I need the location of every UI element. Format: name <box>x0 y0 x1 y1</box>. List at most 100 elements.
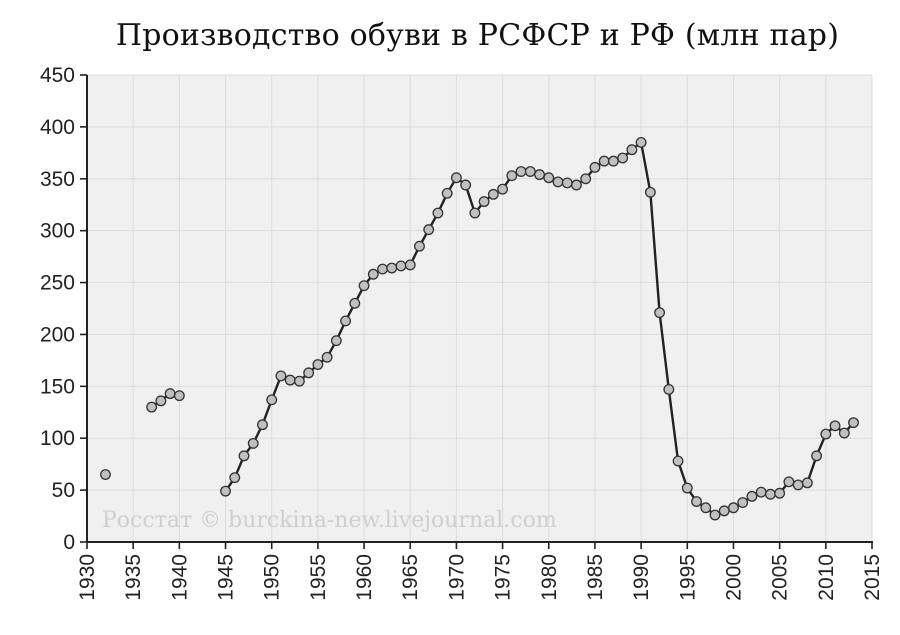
data-point <box>728 502 739 514</box>
data-point <box>561 177 573 189</box>
data-point <box>146 401 158 413</box>
data-point <box>737 497 749 509</box>
data-point <box>441 187 453 199</box>
y-axis-ticks: 0 50 100 150 200 250 300 350 400 450 <box>40 64 87 554</box>
data-point <box>515 166 527 177</box>
data-point <box>801 477 813 489</box>
data-point <box>783 476 795 488</box>
data-point <box>654 307 666 319</box>
data-point <box>598 155 610 167</box>
data-point <box>497 183 509 195</box>
data-point <box>746 490 758 502</box>
data-point <box>358 280 370 292</box>
data-point <box>377 263 388 275</box>
y-tick-label: 350 <box>40 168 75 191</box>
data-point <box>164 388 176 400</box>
chart-title: Производство обуви в РСФСР и РФ (млн пар… <box>115 18 840 53</box>
data-point <box>414 240 425 252</box>
x-tick-label: 1935 <box>122 554 145 601</box>
data-point <box>848 417 859 429</box>
data-point <box>644 186 656 198</box>
data-point <box>229 472 241 484</box>
data-point <box>330 335 342 347</box>
data-point <box>534 169 545 181</box>
data-point <box>284 374 296 386</box>
data-point <box>238 450 250 462</box>
x-tick-label: 1960 <box>353 554 376 601</box>
data-point <box>275 370 287 382</box>
data-point <box>700 502 712 514</box>
x-tick-label: 1970 <box>445 554 468 601</box>
watermark-text: Росстат © burckina-new.livejournal.com <box>102 508 557 533</box>
grid <box>87 74 873 542</box>
y-tick-label: 50 <box>52 479 75 502</box>
axes <box>86 75 873 543</box>
data-point <box>321 351 333 363</box>
data-point <box>266 394 278 406</box>
data-point <box>552 176 564 188</box>
data-point <box>792 479 804 491</box>
x-tick-label: 2010 <box>815 554 838 601</box>
data-point <box>257 419 268 431</box>
data-point <box>450 172 462 184</box>
x-tick-label: 1940 <box>168 554 191 601</box>
data-point <box>718 505 730 517</box>
data-point <box>838 427 850 439</box>
x-tick-label: 1930 <box>76 554 99 601</box>
data-point <box>100 469 111 480</box>
data-point <box>478 196 490 208</box>
data-point <box>220 485 231 497</box>
data-point <box>173 390 185 402</box>
data-point <box>293 375 305 387</box>
x-tick-label: 1945 <box>215 554 238 601</box>
y-tick-label: 400 <box>40 116 75 139</box>
data-point <box>340 315 352 327</box>
x-tick-label: 1995 <box>676 554 699 601</box>
data-point <box>423 224 435 236</box>
data-point <box>681 482 693 494</box>
x-tick-label: 1965 <box>399 554 422 601</box>
data-point <box>829 420 841 432</box>
data-point <box>580 173 592 185</box>
data-point <box>349 297 361 309</box>
data-point <box>543 172 555 184</box>
data-point <box>691 496 702 507</box>
data-point <box>460 179 472 191</box>
y-tick-label: 450 <box>40 64 75 87</box>
data-point <box>755 486 767 498</box>
data-point <box>709 509 721 521</box>
data-point <box>155 395 167 407</box>
x-tick-label: 1980 <box>538 554 561 601</box>
data-point <box>395 260 407 272</box>
data-point <box>774 487 786 499</box>
data-point <box>663 383 675 395</box>
data-point <box>524 166 536 177</box>
data-point <box>303 367 315 379</box>
y-tick-label: 0 <box>63 531 75 554</box>
y-tick-label: 200 <box>40 323 75 346</box>
data-point <box>672 455 684 467</box>
y-tick-label: 150 <box>40 375 75 398</box>
data-point <box>764 488 776 500</box>
y-tick-label: 100 <box>40 427 75 450</box>
x-tick-label: 1950 <box>261 554 284 601</box>
data-point <box>247 437 259 449</box>
data-point <box>617 152 629 164</box>
data-point <box>386 262 398 274</box>
data-point <box>506 170 518 182</box>
data-point <box>635 137 647 148</box>
data-point <box>571 179 582 191</box>
data-point <box>607 155 619 167</box>
data-point <box>469 207 481 219</box>
data-point <box>820 428 832 440</box>
data-point <box>626 144 638 156</box>
x-tick-label: 1975 <box>492 554 515 601</box>
data-point <box>404 259 416 271</box>
x-tick-label: 2005 <box>769 554 792 601</box>
x-axis-ticks: 1930 1935 1940 1945 1950 1955 1960 1965 1970 1975… <box>76 542 884 601</box>
data-point <box>432 207 444 219</box>
x-tick-label: 2015 <box>861 554 884 601</box>
x-tick-label: 1990 <box>630 554 653 601</box>
y-tick-label: 250 <box>40 272 75 295</box>
